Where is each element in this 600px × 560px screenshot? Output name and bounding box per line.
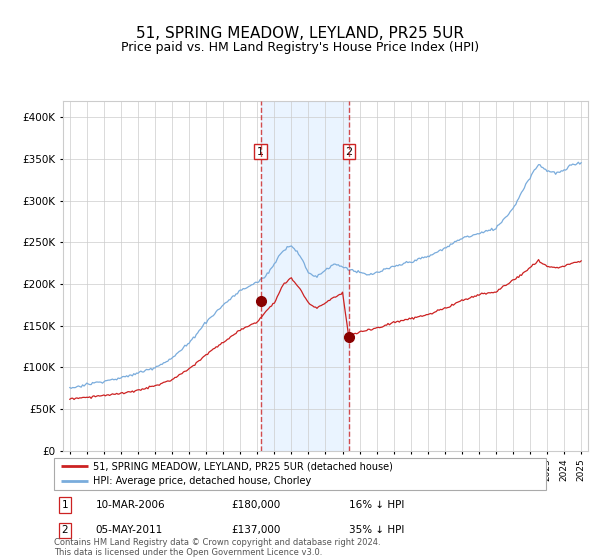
Text: 51, SPRING MEADOW, LEYLAND, PR25 5UR (detached house): 51, SPRING MEADOW, LEYLAND, PR25 5UR (de… (94, 461, 393, 472)
Text: 51, SPRING MEADOW, LEYLAND, PR25 5UR: 51, SPRING MEADOW, LEYLAND, PR25 5UR (136, 26, 464, 41)
Text: Price paid vs. HM Land Registry's House Price Index (HPI): Price paid vs. HM Land Registry's House … (121, 40, 479, 54)
Bar (260, 101, 349, 451)
FancyBboxPatch shape (54, 458, 546, 490)
Text: 05-MAY-2011: 05-MAY-2011 (96, 525, 163, 535)
Text: 2: 2 (62, 525, 68, 535)
Text: 1: 1 (257, 147, 264, 157)
Text: Contains HM Land Registry data © Crown copyright and database right 2024.
This d: Contains HM Land Registry data © Crown c… (54, 538, 380, 557)
Text: 1: 1 (62, 500, 68, 510)
Text: 2: 2 (345, 147, 352, 157)
Text: 10-MAR-2006: 10-MAR-2006 (96, 500, 166, 510)
Text: 16% ↓ HPI: 16% ↓ HPI (349, 500, 404, 510)
Text: £180,000: £180,000 (231, 500, 280, 510)
Text: 35% ↓ HPI: 35% ↓ HPI (349, 525, 404, 535)
Text: £137,000: £137,000 (231, 525, 280, 535)
Text: HPI: Average price, detached house, Chorley: HPI: Average price, detached house, Chor… (94, 476, 311, 486)
